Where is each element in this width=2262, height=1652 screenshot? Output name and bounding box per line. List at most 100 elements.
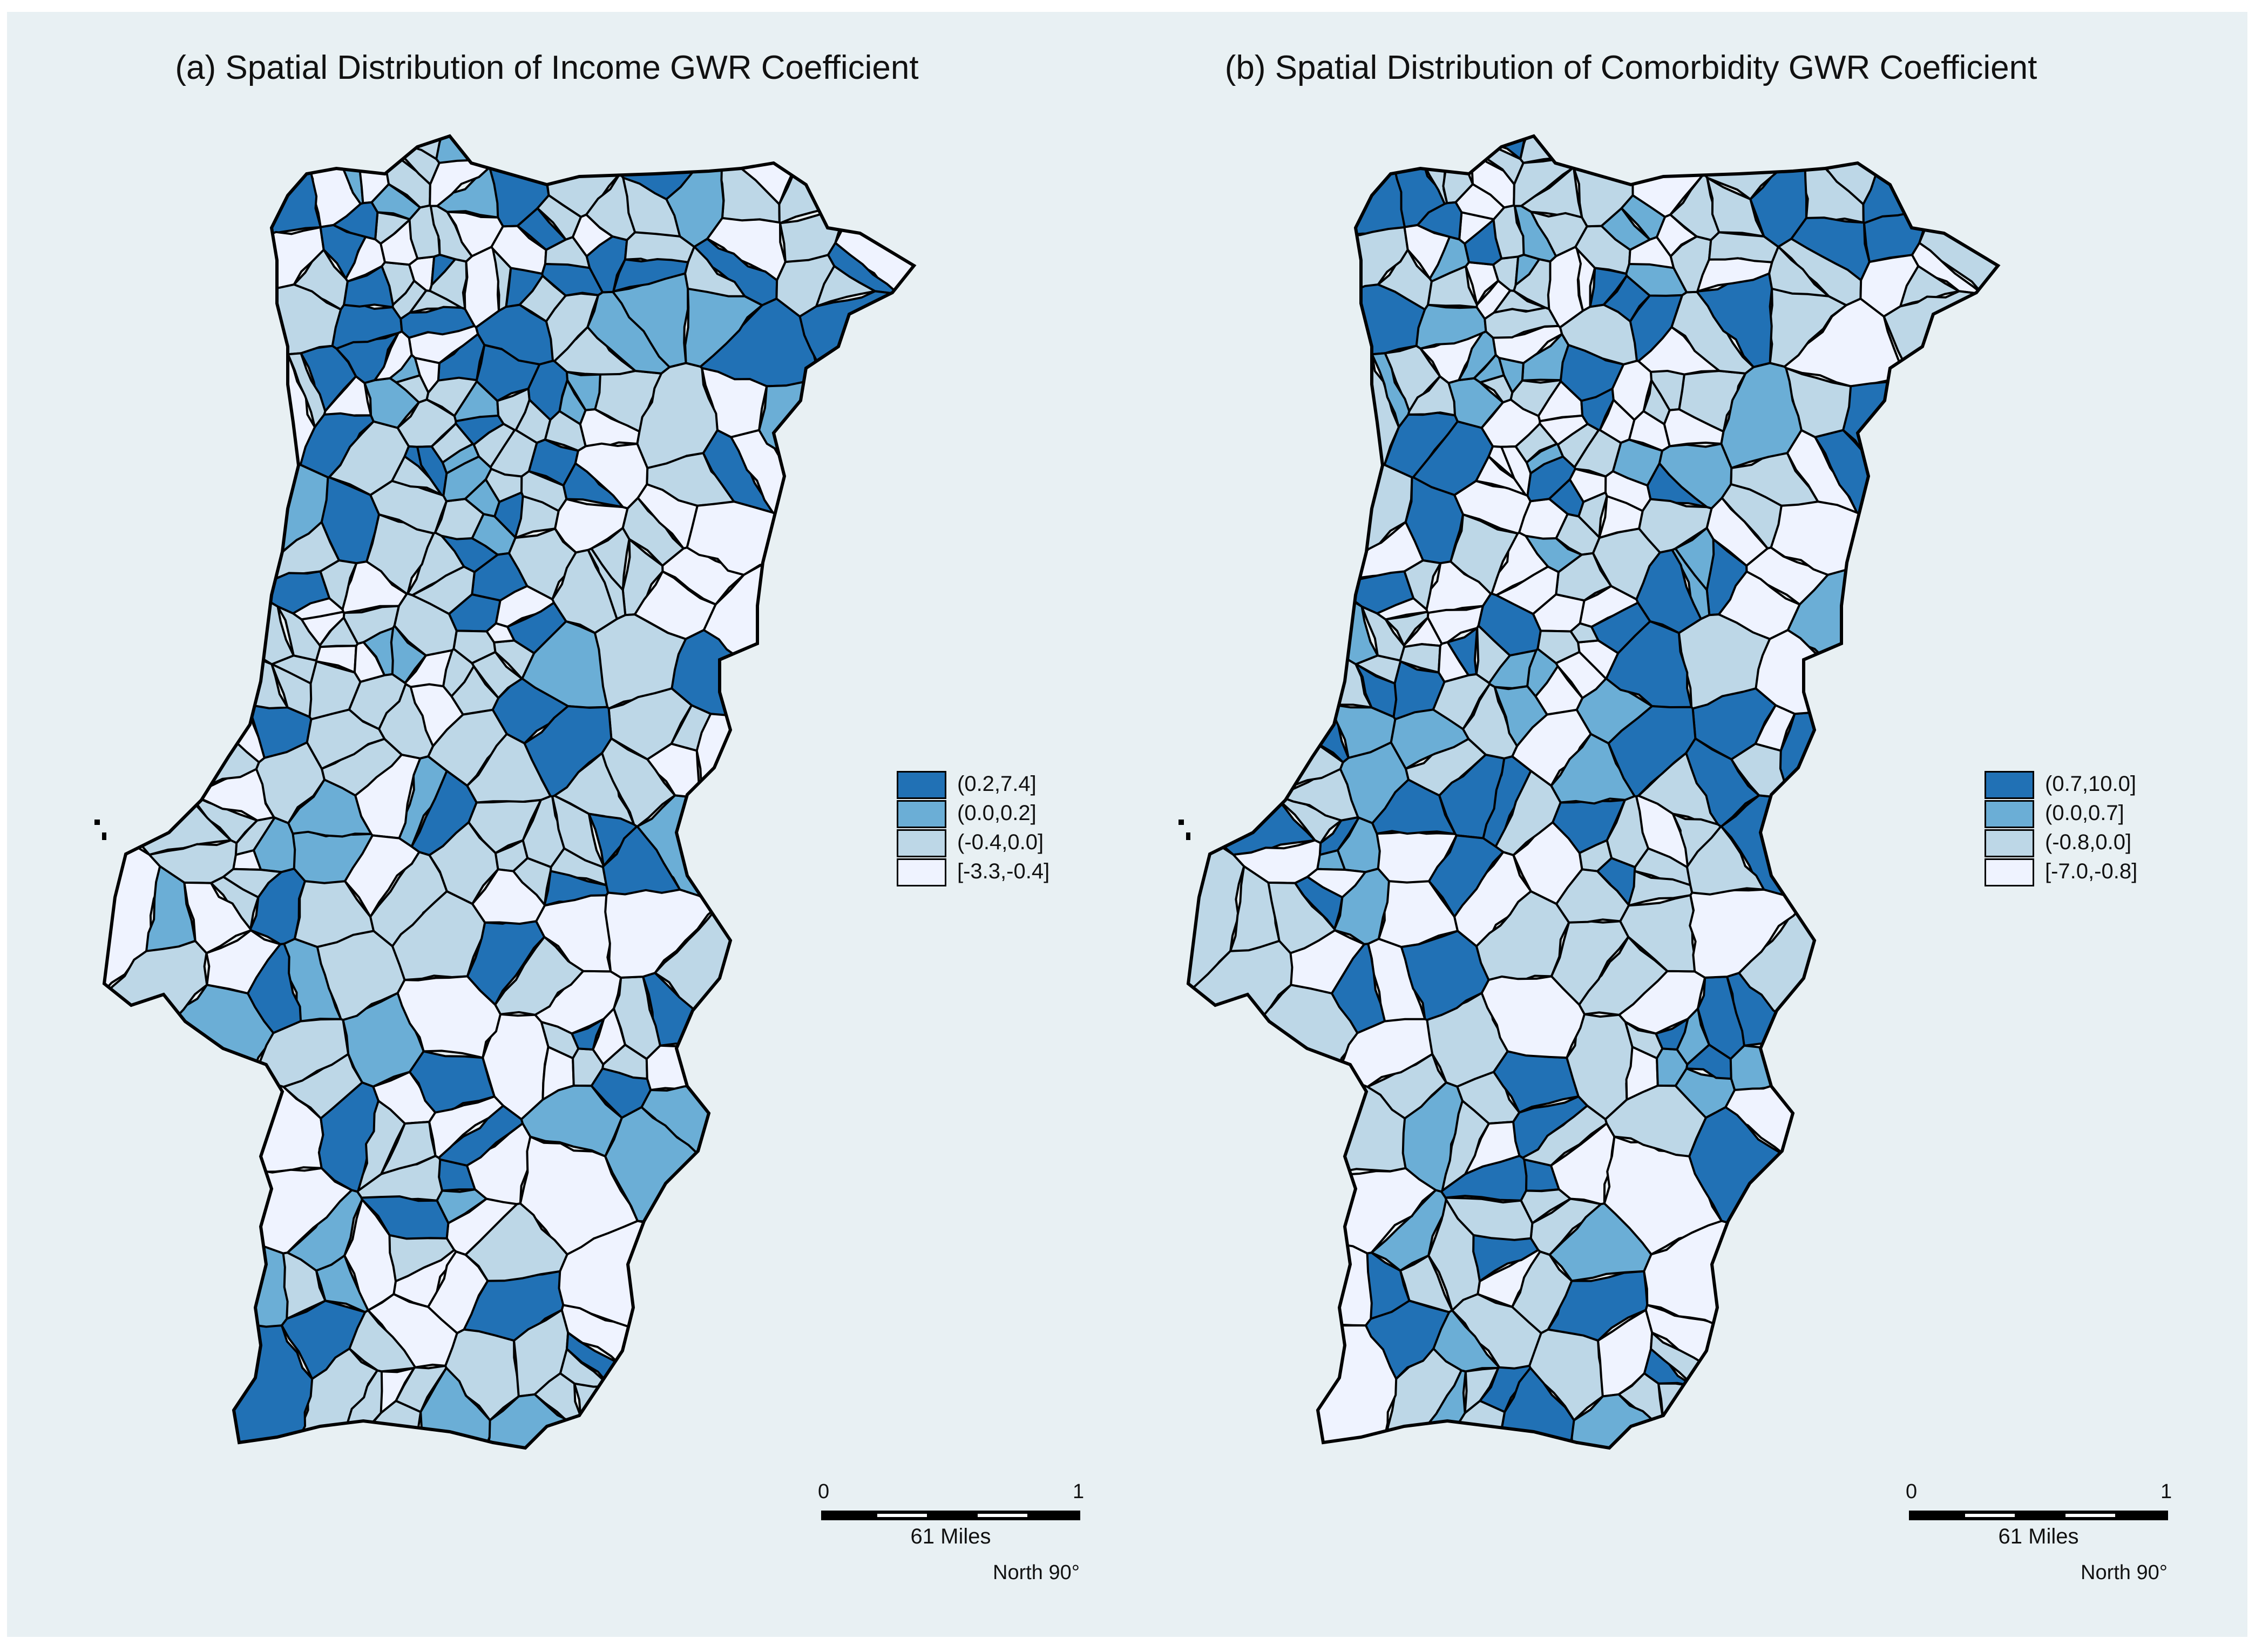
municipality-polygon[interactable] (1412, 420, 1494, 496)
municipality-polygon[interactable] (434, 498, 485, 540)
municipality-polygon[interactable] (1511, 1250, 1573, 1335)
municipality-polygon[interactable] (344, 834, 421, 918)
municipality-polygon[interactable] (1371, 778, 1457, 835)
municipality-polygon[interactable] (435, 12, 565, 164)
municipality-polygon[interactable] (1548, 1393, 1832, 1637)
municipality-polygon[interactable] (1548, 1202, 1653, 1282)
municipality-polygon[interactable] (1428, 834, 1505, 918)
municipality-polygon[interactable] (612, 258, 689, 293)
municipality-polygon[interactable] (645, 1040, 791, 1091)
municipality-polygon[interactable] (1493, 685, 1548, 747)
municipality-polygon[interactable] (464, 1202, 568, 1282)
municipality-polygon[interactable] (493, 491, 524, 539)
municipality-polygon[interactable] (332, 201, 379, 241)
municipality-polygon[interactable] (539, 12, 621, 218)
municipality-polygon[interactable] (1091, 1306, 1398, 1637)
municipality-polygon[interactable] (1643, 1220, 2171, 1461)
municipality-polygon[interactable] (1390, 708, 1470, 770)
municipality-polygon[interactable] (1655, 1018, 1689, 1051)
municipality-polygon[interactable] (602, 825, 681, 896)
municipality-polygon[interactable] (1091, 1179, 1373, 1327)
municipality-polygon[interactable] (367, 1293, 458, 1369)
municipality-polygon[interactable] (475, 303, 554, 365)
municipality-polygon[interactable] (393, 592, 458, 657)
municipality-polygon[interactable] (1091, 743, 1245, 1087)
municipality-polygon[interactable] (463, 246, 500, 329)
municipality-polygon[interactable] (758, 379, 1087, 566)
municipality-polygon[interactable] (1783, 297, 1910, 388)
municipality-polygon[interactable] (636, 483, 699, 550)
municipality-polygon[interactable] (1167, 283, 1426, 356)
municipality-polygon[interactable] (1573, 429, 1622, 478)
municipality-polygon[interactable] (357, 1100, 406, 1192)
municipality-polygon[interactable] (1438, 94, 1474, 205)
municipality-polygon[interactable] (428, 1095, 505, 1159)
municipality-polygon[interactable] (633, 570, 717, 640)
municipality-polygon[interactable] (328, 420, 410, 496)
municipality-polygon[interactable] (1107, 561, 1379, 666)
municipality-polygon[interactable] (1842, 379, 2171, 566)
municipality-polygon[interactable] (1547, 246, 1584, 329)
municipality-polygon[interactable] (1267, 881, 1336, 954)
municipality-polygon[interactable] (1519, 12, 1649, 164)
municipality-polygon[interactable] (1721, 483, 1783, 550)
municipality-polygon[interactable] (408, 204, 441, 260)
municipality-polygon[interactable] (1400, 930, 1490, 1021)
municipality-polygon[interactable] (409, 683, 464, 747)
municipality-polygon[interactable] (590, 527, 631, 591)
municipality-polygon[interactable] (391, 890, 486, 981)
municipality-polygon[interactable] (374, 330, 413, 382)
municipality-polygon[interactable] (1272, 768, 1359, 822)
municipality-polygon[interactable] (1620, 194, 1667, 241)
municipality-polygon[interactable] (536, 194, 583, 241)
municipality-polygon[interactable] (1462, 683, 1519, 760)
municipality-polygon[interactable] (287, 352, 327, 429)
municipality-polygon[interactable] (360, 1195, 450, 1240)
municipality-polygon[interactable] (1512, 821, 1583, 905)
municipality-polygon[interactable] (1091, 587, 1344, 795)
municipality-polygon[interactable] (1559, 303, 1638, 365)
municipality-polygon[interactable] (521, 620, 609, 709)
municipality-polygon[interactable] (410, 770, 478, 856)
municipality-polygon[interactable] (1696, 257, 1773, 293)
municipality-polygon[interactable] (1494, 770, 1562, 856)
municipality-polygon[interactable] (1403, 559, 1442, 611)
municipality-polygon[interactable] (471, 651, 523, 699)
municipality-polygon[interactable] (1477, 592, 1542, 657)
municipality-polygon[interactable] (1458, 330, 1497, 382)
municipality-polygon[interactable] (425, 376, 478, 417)
municipality-polygon[interactable] (247, 943, 302, 1034)
municipality-polygon[interactable] (1432, 1309, 1501, 1373)
municipality-polygon[interactable] (396, 975, 502, 1059)
municipality-polygon[interactable] (558, 1220, 1087, 1461)
municipality-polygon[interactable] (1480, 975, 1586, 1059)
municipality-polygon[interactable] (1509, 379, 1562, 417)
municipality-polygon[interactable] (1642, 379, 1671, 425)
municipality-polygon[interactable] (778, 12, 1072, 225)
municipality-polygon[interactable] (1091, 984, 1359, 1197)
municipality-polygon[interactable] (1416, 201, 1463, 241)
municipality-polygon[interactable] (222, 868, 283, 898)
municipality-polygon[interactable] (7, 984, 275, 1197)
choropleth-map-income[interactable] (7, 12, 1087, 1637)
municipality-polygon[interactable] (183, 881, 252, 954)
municipality-polygon[interactable] (1598, 495, 1644, 539)
municipality-polygon[interactable] (520, 1084, 623, 1157)
municipality-polygon[interactable] (815, 265, 876, 308)
municipality-polygon[interactable] (363, 377, 420, 429)
municipality-polygon[interactable] (1555, 651, 1607, 699)
municipality-polygon[interactable] (1604, 1084, 1707, 1157)
municipality-polygon[interactable] (427, 1250, 489, 1335)
municipality-polygon[interactable] (1441, 1100, 1490, 1192)
municipality-polygon[interactable] (1518, 498, 1569, 540)
municipality-polygon[interactable] (348, 1309, 417, 1373)
municipality-polygon[interactable] (551, 549, 618, 634)
municipality-polygon[interactable] (1512, 1095, 1589, 1159)
municipality-polygon[interactable] (1447, 377, 1504, 429)
municipality-polygon[interactable] (558, 379, 587, 425)
municipality-polygon[interactable] (544, 410, 587, 452)
municipality-polygon[interactable] (464, 1393, 748, 1637)
municipality-polygon[interactable] (1628, 410, 1671, 452)
municipality-polygon[interactable] (7, 1180, 289, 1328)
municipality-polygon[interactable] (1492, 204, 1525, 260)
